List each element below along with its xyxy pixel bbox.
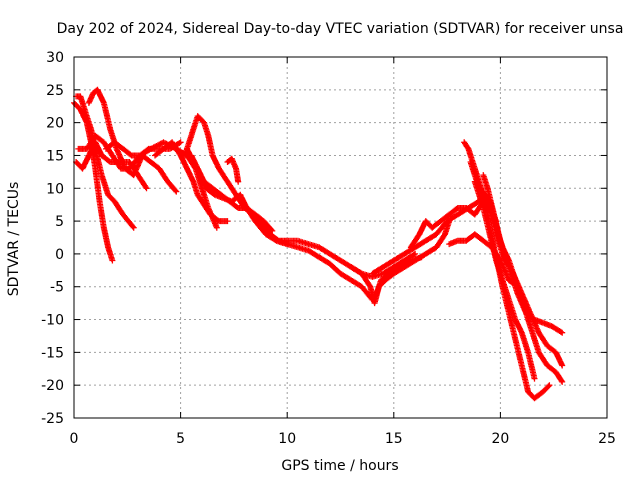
y-tick-label: -10 [41,313,64,329]
series-s14 [348,218,453,307]
y-tick-label: 25 [46,83,64,99]
axis-ticks: -25 -20 -15 -10 -5 0 5 10 15 20 25 30 0 5 10 15 20 25 [41,50,616,447]
x-tick-label: 15 [385,431,403,447]
series-s22 [471,178,538,382]
series-s14-markers [348,218,453,307]
x-tick-label: 25 [598,431,616,447]
data-marks [71,86,566,402]
series-s7 [152,139,231,225]
series-s21-markers [482,191,566,336]
grid-lines [74,57,607,418]
y-tick-label: 15 [46,148,64,164]
x-tick-label: 5 [176,431,185,447]
y-tick-label: 20 [46,116,64,132]
series-s5-markers [85,86,180,195]
x-tick-label: 10 [278,431,296,447]
series-s11-markers [224,155,242,185]
series-s15-markers [369,191,487,277]
y-tick-label: 30 [46,50,64,66]
y-tick-label: -20 [41,378,64,394]
y-tick-label: 10 [46,181,64,197]
y-tick-label: -5 [50,280,64,296]
plot-frame [73,56,608,419]
series-s7-markers [152,139,231,225]
y-tick-label: 5 [55,214,64,230]
series-s21 [482,191,566,336]
series-s5 [85,86,180,195]
x-axis-label: GPS time / hours [281,458,398,474]
x-tick-label: 20 [491,431,509,447]
x-tick-label: 0 [70,431,79,447]
y-tick-label: 0 [55,247,64,263]
y-tick-label: -25 [41,411,64,427]
y-axis-label: SDTVAR / TECUs [6,182,22,297]
series-s11 [224,155,242,185]
series-s15 [369,191,487,277]
series-s22-markers [471,178,538,382]
chart-title: Day 202 of 2024, Sidereal Day-to-day VTE… [57,21,624,37]
y-tick-label: -15 [41,345,64,361]
